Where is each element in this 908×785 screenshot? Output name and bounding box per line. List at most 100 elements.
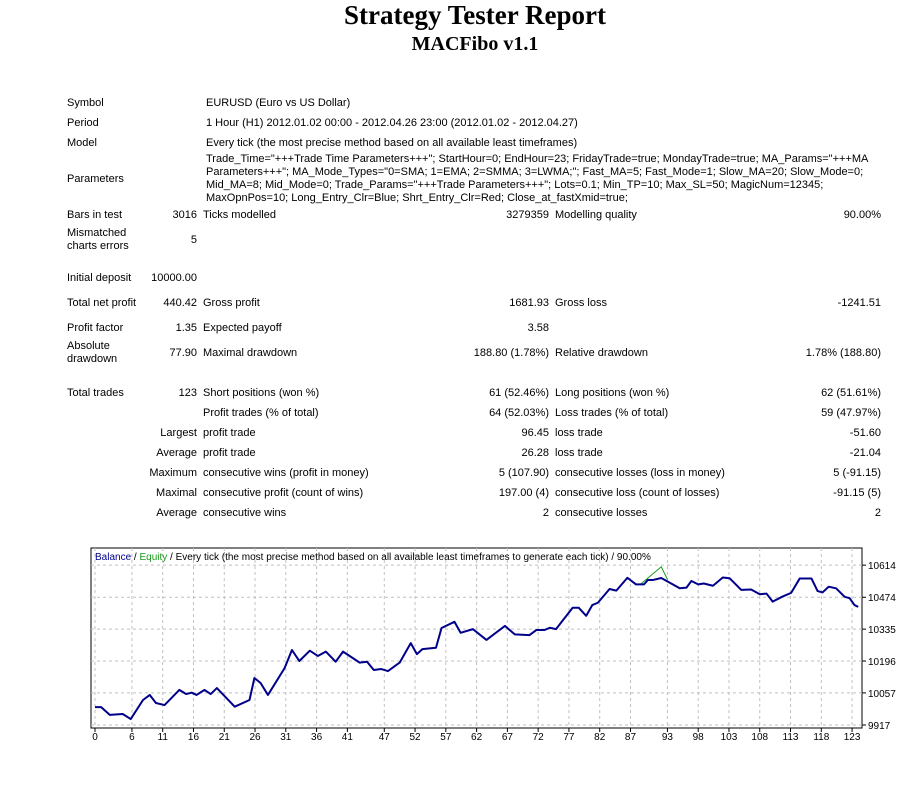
stat-value: Maximal [156, 486, 197, 499]
stats-row: Total net profit 440.42 Gross profit 1681.9… [64, 289, 884, 317]
legend-description: / Every tick (the most precise method ba… [167, 552, 651, 563]
stat-value: 1681.93 [509, 296, 549, 309]
stat-label: profit trade [203, 446, 256, 459]
x-tick-label: 103 [721, 732, 738, 743]
x-tick-label: 31 [280, 732, 292, 743]
x-tick-label: 82 [594, 732, 606, 743]
stats-row: Average consecutive wins 2 consecutive loss… [64, 503, 884, 523]
x-tick-label: 41 [342, 732, 354, 743]
x-tick-label: 98 [693, 732, 705, 743]
info-row: Period 1 Hour (H1) 2012.01.02 00:00 - 201… [64, 113, 884, 133]
stat-value: 2 [542, 506, 549, 519]
y-tick-label: 10057 [868, 689, 896, 700]
chart-legend: Balance / Equity / Every tick (the most … [95, 552, 651, 563]
equity-line [640, 565, 668, 585]
stats-row: Initial deposit 10000.00 [64, 267, 884, 289]
x-tick-label: 87 [625, 732, 637, 743]
stat-value: 440.42 [163, 296, 197, 309]
stat-label: consecutive wins (profit in money) [203, 466, 369, 479]
x-tick-label: 11 [158, 732, 169, 743]
x-tick-label: 57 [440, 732, 452, 743]
stat-value: 62 (51.61%) [821, 386, 881, 399]
stat-value: -1241.51 [837, 296, 881, 309]
report-subtitle: MACFibo v1.1 [411, 33, 539, 55]
x-tick-label: 77 [563, 732, 575, 743]
stats-row: Largest profit trade 96.45 loss trade -51.60 [64, 423, 884, 443]
info-label: Period [67, 116, 99, 129]
stat-value: 59 (47.97%) [821, 406, 881, 419]
x-tick-label: 36 [311, 732, 323, 743]
y-tick-label: 10335 [868, 625, 896, 636]
stat-value: 1.78% (188.80) [805, 346, 881, 359]
stat-value: 3.58 [527, 321, 549, 334]
y-tick-label: 10196 [868, 657, 896, 668]
legend-separator: / [131, 552, 139, 563]
stats-row: Profit factor 1.35 Expected payoff 3.58 [64, 317, 884, 339]
legend-balance: Balance [95, 552, 132, 563]
stat-value: 123 [178, 386, 197, 399]
y-tick-label: 10474 [868, 593, 896, 604]
stat-value: 3016 [172, 208, 197, 221]
stat-label: Gross loss [555, 296, 607, 309]
x-tick-label: 72 [533, 732, 545, 743]
info-value: 1 Hour (H1) 2012.01.02 00:00 - 2012.04.2… [206, 116, 578, 129]
stat-label: Profit factor [67, 321, 124, 334]
x-tick-label: 21 [219, 732, 231, 743]
x-tick-label: 123 [844, 732, 861, 743]
stats-row: Average profit trade 26.28 loss trade -21.04 [64, 443, 884, 463]
stat-label: Profit trades (% of total) [203, 406, 319, 419]
stat-value: -51.60 [849, 426, 881, 439]
stat-value: -21.04 [849, 446, 881, 459]
stat-value: Average [156, 446, 197, 459]
x-tick-label: 0 [92, 732, 98, 743]
x-tick-label: 47 [379, 732, 391, 743]
stat-label: Gross profit [203, 296, 260, 309]
stat-label: Modelling quality [555, 208, 637, 221]
stat-label: Relative drawdown [555, 346, 648, 359]
x-tick-label: 67 [502, 732, 514, 743]
y-tick-label: 9917 [868, 721, 891, 732]
stat-value: 2 [874, 506, 881, 519]
stat-label: Loss trades (% of total) [555, 406, 669, 419]
stat-label: Total net profit [67, 296, 137, 309]
stat-label: consecutive losses [555, 506, 648, 519]
stat-label: Ticks modelled [203, 208, 276, 221]
info-value: Every tick (the most precise method base… [206, 136, 578, 149]
stat-label: Initial deposit [67, 271, 132, 284]
x-tick-label: 113 [783, 732, 799, 743]
y-tick-label: 10614 [868, 561, 896, 572]
stat-label: Absolute drawdown [67, 340, 118, 365]
stat-label: Long positions (won %) [555, 386, 670, 399]
stats-row: Maximum consecutive wins (profit in money… [64, 463, 884, 483]
stat-label: consecutive loss (count of losses) [555, 486, 720, 499]
stat-value: 77.90 [169, 346, 197, 359]
info-value: Trade_Time="+++Trade Time Parameters+++"… [206, 153, 868, 204]
info-label: Symbol [67, 96, 104, 109]
info-row: Parameters Trade_Time="+++Trade Time Para… [64, 153, 884, 205]
stat-value: 5 (107.90) [498, 466, 549, 479]
stat-value: -91.15 (5) [833, 486, 881, 499]
stat-value: 197.00 (4) [498, 486, 549, 499]
stat-value: 10000.00 [151, 271, 197, 284]
stat-value: Average [156, 506, 197, 519]
x-tick-label: 52 [409, 732, 421, 743]
stat-value: 96.45 [521, 426, 549, 439]
stat-label: Bars in test [67, 208, 123, 221]
stats-row: Mismatched charts errors 5 [64, 225, 884, 255]
stat-value: 90.00% [843, 208, 881, 221]
stats-row: Total trades 123 Short positions (won %) 61… [64, 383, 884, 403]
stat-label: consecutive losses (loss in money) [555, 466, 725, 479]
stat-label: Short positions (won %) [203, 386, 320, 399]
x-tick-label: 16 [188, 732, 200, 743]
x-tick-label: 62 [471, 732, 483, 743]
stat-label: profit trade [203, 426, 256, 439]
stat-label: consecutive profit (count of wins) [203, 486, 364, 499]
x-tick-label: 6 [129, 732, 135, 743]
stat-value: 64 (52.03%) [489, 406, 549, 419]
x-tick-label: 93 [662, 732, 674, 743]
x-tick-label: 108 [751, 732, 768, 743]
x-tick-label: 118 [813, 732, 829, 743]
stat-label: loss trade [555, 446, 603, 459]
stat-label: consecutive wins [203, 506, 287, 519]
